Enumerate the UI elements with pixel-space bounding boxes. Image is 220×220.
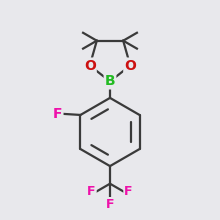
Text: O: O (84, 59, 96, 73)
Text: F: F (124, 185, 133, 198)
Text: O: O (124, 59, 136, 73)
Text: F: F (87, 185, 96, 198)
Text: F: F (106, 198, 114, 211)
Text: B: B (105, 74, 115, 88)
Text: F: F (53, 107, 62, 121)
